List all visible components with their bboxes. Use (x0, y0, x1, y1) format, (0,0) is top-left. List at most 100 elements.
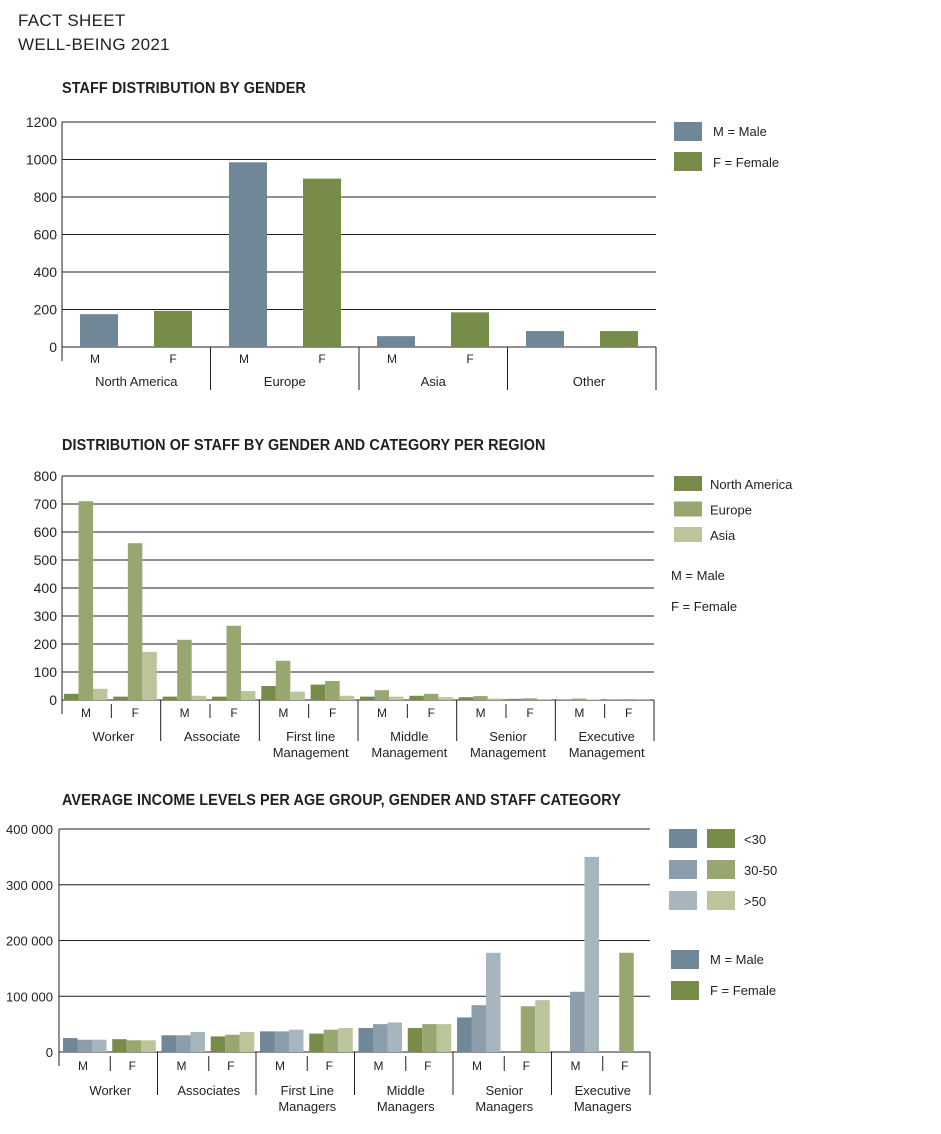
chart3-group-label: Managers (475, 1099, 533, 1114)
chart2-ytick-label: 0 (49, 692, 57, 708)
chart2-legend-label: Asia (710, 528, 736, 543)
chart3-bar-male (92, 1039, 107, 1052)
chart3-bar-male (584, 856, 599, 1052)
chart3-bar-male (260, 1031, 275, 1052)
chart2-legend-swatch (674, 476, 702, 491)
chart2-group-label: Associate (184, 729, 240, 744)
chart3-bar-female (225, 1034, 240, 1052)
chart3-bar-male (486, 952, 501, 1052)
chart2-bar-north-america (310, 684, 326, 700)
chart2-group-label: Worker (93, 729, 135, 744)
chart3-bar-female (323, 1029, 339, 1052)
chart2-group-label: Management (273, 745, 349, 760)
chart3-group-label: First Line (281, 1083, 334, 1098)
chart1-title: STAFF DISTRIBUTION BY GENDER (62, 80, 306, 97)
chart3-gender-label: F (326, 1059, 333, 1073)
chart2-bar-north-america (113, 696, 128, 700)
chart3-legend-swatch-male (669, 829, 697, 848)
chart2-bar-europe (522, 698, 537, 700)
chart1-gender-label: M (387, 352, 397, 366)
chart1-bar-female (600, 331, 638, 347)
chart3-bar-male (289, 1029, 304, 1052)
chart3-ytick-label: 300 000 (6, 878, 53, 893)
chart3-ytick-label: 0 (46, 1045, 53, 1060)
chart1-bar-male (229, 162, 267, 347)
chart1-ytick-label: 400 (34, 264, 58, 280)
chart2-gender-label: M (377, 706, 387, 720)
fact-sheet-subtitle: WELL-BEING 2021 (18, 35, 170, 54)
chart2-legend-swatch (674, 527, 702, 542)
chart2-ytick-label: 800 (34, 468, 58, 484)
chart2-legend-label: North America (710, 477, 793, 492)
chart1-legend-swatch-female (674, 152, 702, 171)
chart2-gender-label: M (180, 706, 190, 720)
chart3-legend-note: M = Male (710, 952, 764, 967)
chart2-bar-asia (487, 698, 503, 700)
chart3-bar-male (190, 1031, 205, 1052)
chart2-gender-label: F (132, 706, 139, 720)
chart3-group-label: Worker (89, 1083, 131, 1098)
chart2-bar-asia (389, 696, 404, 700)
chart2-bar-asia (537, 699, 552, 700)
chart3-bar-male (471, 1005, 486, 1052)
chart3-gender-label: M (571, 1059, 581, 1073)
chart1-gender-label: M (239, 352, 249, 366)
chart3-bar-male (457, 1017, 472, 1052)
chart2-gender-label: M (278, 706, 288, 720)
chart2-gender-label: M (574, 706, 584, 720)
chart2-bar-asia (339, 695, 355, 700)
chart1-ytick-label: 0 (49, 339, 57, 355)
chart1-gender-label: F (466, 352, 473, 366)
chart2-bar-north-america (458, 697, 474, 700)
chart2-bar-europe (621, 699, 636, 700)
chart2-legend-note: F = Female (671, 599, 737, 614)
chart3-bar-male (176, 1035, 191, 1052)
fact-sheet-title: FACT SHEET (18, 11, 126, 30)
chart1-group-label: Asia (421, 374, 447, 389)
chart2-bar-north-america (212, 696, 227, 700)
chart3-bar-female (436, 1024, 452, 1052)
chart1-gender-label: M (90, 352, 100, 366)
chart2-bar-europe (374, 690, 389, 700)
chart1-gender-label: F (318, 352, 325, 366)
chart3-gender-label: M (275, 1059, 285, 1073)
chart2-bar-europe (325, 680, 340, 700)
chart2-gender-label: F (526, 706, 533, 720)
chart2-bar-europe (571, 698, 587, 700)
chart3-bar-male (358, 1028, 373, 1052)
chart3-bar-male (161, 1035, 176, 1052)
chart3-legend-label: <30 (744, 832, 766, 847)
chart2-bar-north-america (360, 696, 375, 700)
chart3-gender-label: F (227, 1059, 234, 1073)
chart3-bar-male (77, 1039, 92, 1052)
chart1-group-label: North America (95, 374, 178, 389)
chart2-gender-label: F (625, 706, 632, 720)
chart2-bar-europe (177, 639, 192, 700)
chart2-group-label: Senior (489, 729, 527, 744)
chart1-ytick-label: 1200 (26, 114, 57, 130)
chart3-bar-female (422, 1024, 437, 1052)
chart1-legend-label: M = Male (713, 124, 767, 139)
chart3-gender-label: F (129, 1059, 136, 1073)
chart2-gender-label: F (230, 706, 237, 720)
chart2-group-label: Middle (390, 729, 428, 744)
chart2-gender-label: F (329, 706, 336, 720)
chart2-legend-swatch (674, 501, 702, 517)
chart1-bar-female (303, 178, 341, 347)
chart3-group-label: Executive (575, 1083, 631, 1098)
chart2-bar-europe (226, 625, 241, 700)
chart2-ytick-label: 300 (34, 608, 58, 624)
chart1-ytick-label: 1000 (26, 152, 57, 168)
chart3-legend-swatch-male (671, 950, 699, 969)
chart3-bar-female (126, 1040, 142, 1052)
chart2-ytick-label: 600 (34, 524, 58, 540)
chart2-bar-europe (473, 696, 488, 700)
chart3-group-label: Managers (574, 1099, 632, 1114)
chart2-bar-asia (586, 699, 601, 700)
chart3-bar-male (373, 1024, 388, 1052)
chart2-ytick-label: 100 (34, 664, 58, 680)
chart3-legend-note: F = Female (710, 983, 776, 998)
chart2-bar-north-america (557, 699, 572, 700)
